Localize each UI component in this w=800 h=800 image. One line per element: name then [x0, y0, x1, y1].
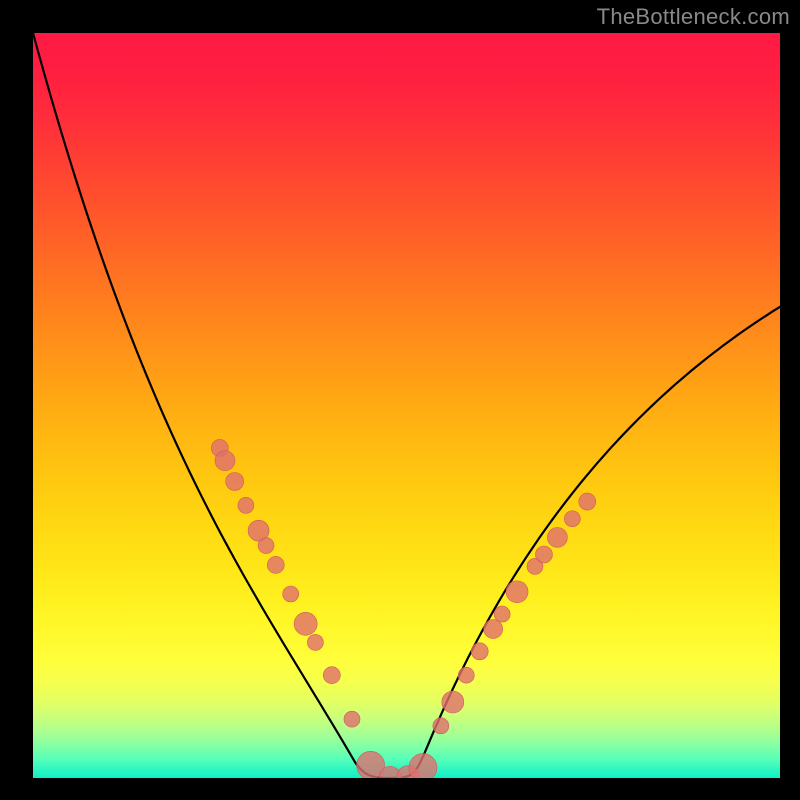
data-marker: [258, 538, 274, 554]
chart-container: { "watermark": "TheBottleneck.com", "cha…: [0, 0, 800, 800]
data-marker: [535, 546, 552, 563]
data-marker: [442, 691, 464, 713]
bottleneck-chart: [0, 0, 800, 800]
data-marker: [283, 586, 299, 602]
data-marker: [344, 711, 360, 727]
gradient-background: [33, 33, 780, 778]
watermark-text: TheBottleneck.com: [597, 4, 790, 30]
data-marker: [226, 472, 244, 490]
data-marker: [323, 667, 340, 684]
data-marker: [307, 634, 323, 650]
data-marker: [238, 497, 254, 513]
data-marker: [579, 493, 596, 510]
data-marker: [564, 511, 580, 527]
data-marker: [494, 606, 510, 622]
data-marker: [458, 667, 474, 683]
data-marker: [547, 527, 567, 547]
data-marker: [506, 581, 528, 603]
data-marker: [433, 718, 449, 734]
data-marker: [409, 754, 437, 782]
data-marker: [484, 620, 503, 639]
data-marker: [267, 556, 284, 573]
data-marker: [215, 451, 235, 471]
data-marker: [471, 643, 488, 660]
data-marker: [294, 612, 317, 635]
